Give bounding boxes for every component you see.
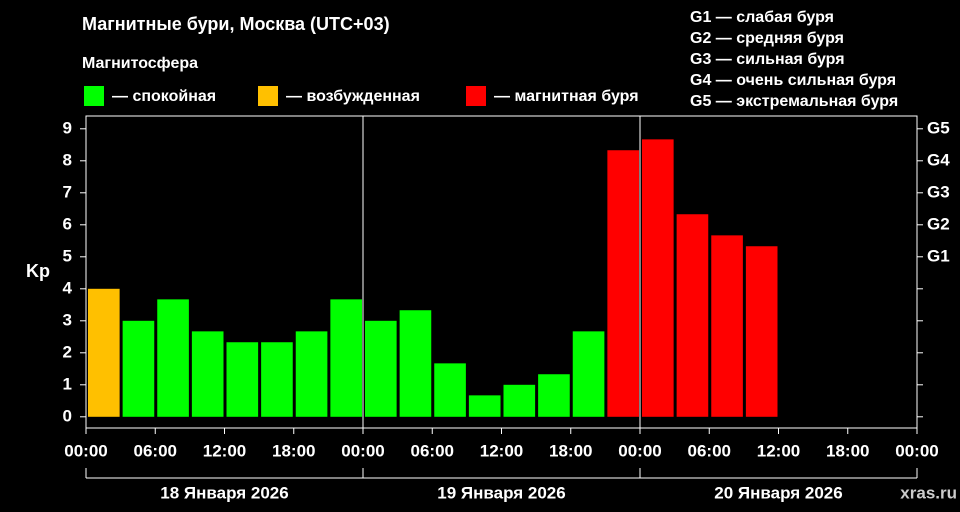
storm-level: G1 — слабая буря <box>690 9 834 26</box>
day-label: 18 Января 2026 <box>160 483 288 502</box>
legend-label: — возбужденная <box>286 88 420 105</box>
storm-level: G5 — экстремальная буря <box>690 93 898 110</box>
bar <box>468 395 501 417</box>
y-tick-label: 1 <box>63 374 72 393</box>
bar <box>365 320 397 417</box>
storm-level: G4 — очень сильная буря <box>690 72 896 89</box>
y-tick-label: 6 <box>63 214 72 233</box>
bar <box>538 374 570 417</box>
y2-tick-label: G5 <box>927 118 950 137</box>
bar <box>607 150 639 417</box>
y-tick-label: 3 <box>63 310 72 329</box>
legend-swatch <box>84 86 104 106</box>
legend-title: Магнитосфера <box>82 55 198 72</box>
bar <box>642 139 674 417</box>
legend-swatch <box>466 86 486 106</box>
bar <box>330 299 362 417</box>
y-tick-label: 7 <box>63 182 72 201</box>
y2-tick-label: G3 <box>927 182 950 201</box>
x-tick-label: 00:00 <box>64 441 107 460</box>
storm-level: G2 — средняя буря <box>690 30 844 47</box>
x-tick-label: 06:00 <box>134 441 177 460</box>
y-tick-label: 4 <box>63 278 73 297</box>
bar <box>122 320 155 417</box>
x-tick-label: 12:00 <box>203 441 246 460</box>
bar <box>157 299 189 417</box>
bar <box>191 331 224 417</box>
x-tick-label: 18:00 <box>549 441 592 460</box>
x-tick-label: 12:00 <box>480 441 523 460</box>
watermark: xras.ru <box>900 483 957 502</box>
storm-level: G3 — сильная буря <box>690 51 845 68</box>
x-tick-label: 18:00 <box>826 441 869 460</box>
legend-swatch <box>258 86 278 106</box>
y-tick-label: 5 <box>63 246 72 265</box>
x-tick-label: 00:00 <box>618 441 661 460</box>
bar <box>745 246 778 417</box>
bar <box>295 331 328 417</box>
day-label: 20 Января 2026 <box>714 483 842 502</box>
x-tick-label: 06:00 <box>411 441 454 460</box>
y2-tick-label: G2 <box>927 214 950 233</box>
legend-label: — магнитная буря <box>494 88 639 105</box>
y-tick-label: 9 <box>63 118 72 137</box>
bar <box>434 363 466 417</box>
bar <box>572 331 605 417</box>
y2-tick-label: G4 <box>927 150 950 169</box>
bar <box>88 288 120 417</box>
x-tick-label: 06:00 <box>688 441 731 460</box>
bar <box>399 310 432 417</box>
bar <box>226 342 259 417</box>
y-tick-label: 0 <box>63 406 72 425</box>
x-tick-label: 00:00 <box>895 441 938 460</box>
bar <box>676 214 709 417</box>
bar <box>261 342 293 417</box>
x-tick-label: 18:00 <box>272 441 315 460</box>
x-tick-label: 00:00 <box>341 441 384 460</box>
y-tick-label: 8 <box>63 150 72 169</box>
bar <box>503 384 536 417</box>
day-label: 19 Января 2026 <box>437 483 565 502</box>
y2-tick-label: G1 <box>927 246 950 265</box>
x-tick-label: 12:00 <box>757 441 800 460</box>
chart-title: Магнитные бури, Москва (UTC+03) <box>82 14 390 34</box>
y-axis-label: Kp <box>26 261 50 281</box>
bar <box>711 235 743 417</box>
y-tick-label: 2 <box>63 342 72 361</box>
legend-label: — спокойная <box>112 88 216 105</box>
